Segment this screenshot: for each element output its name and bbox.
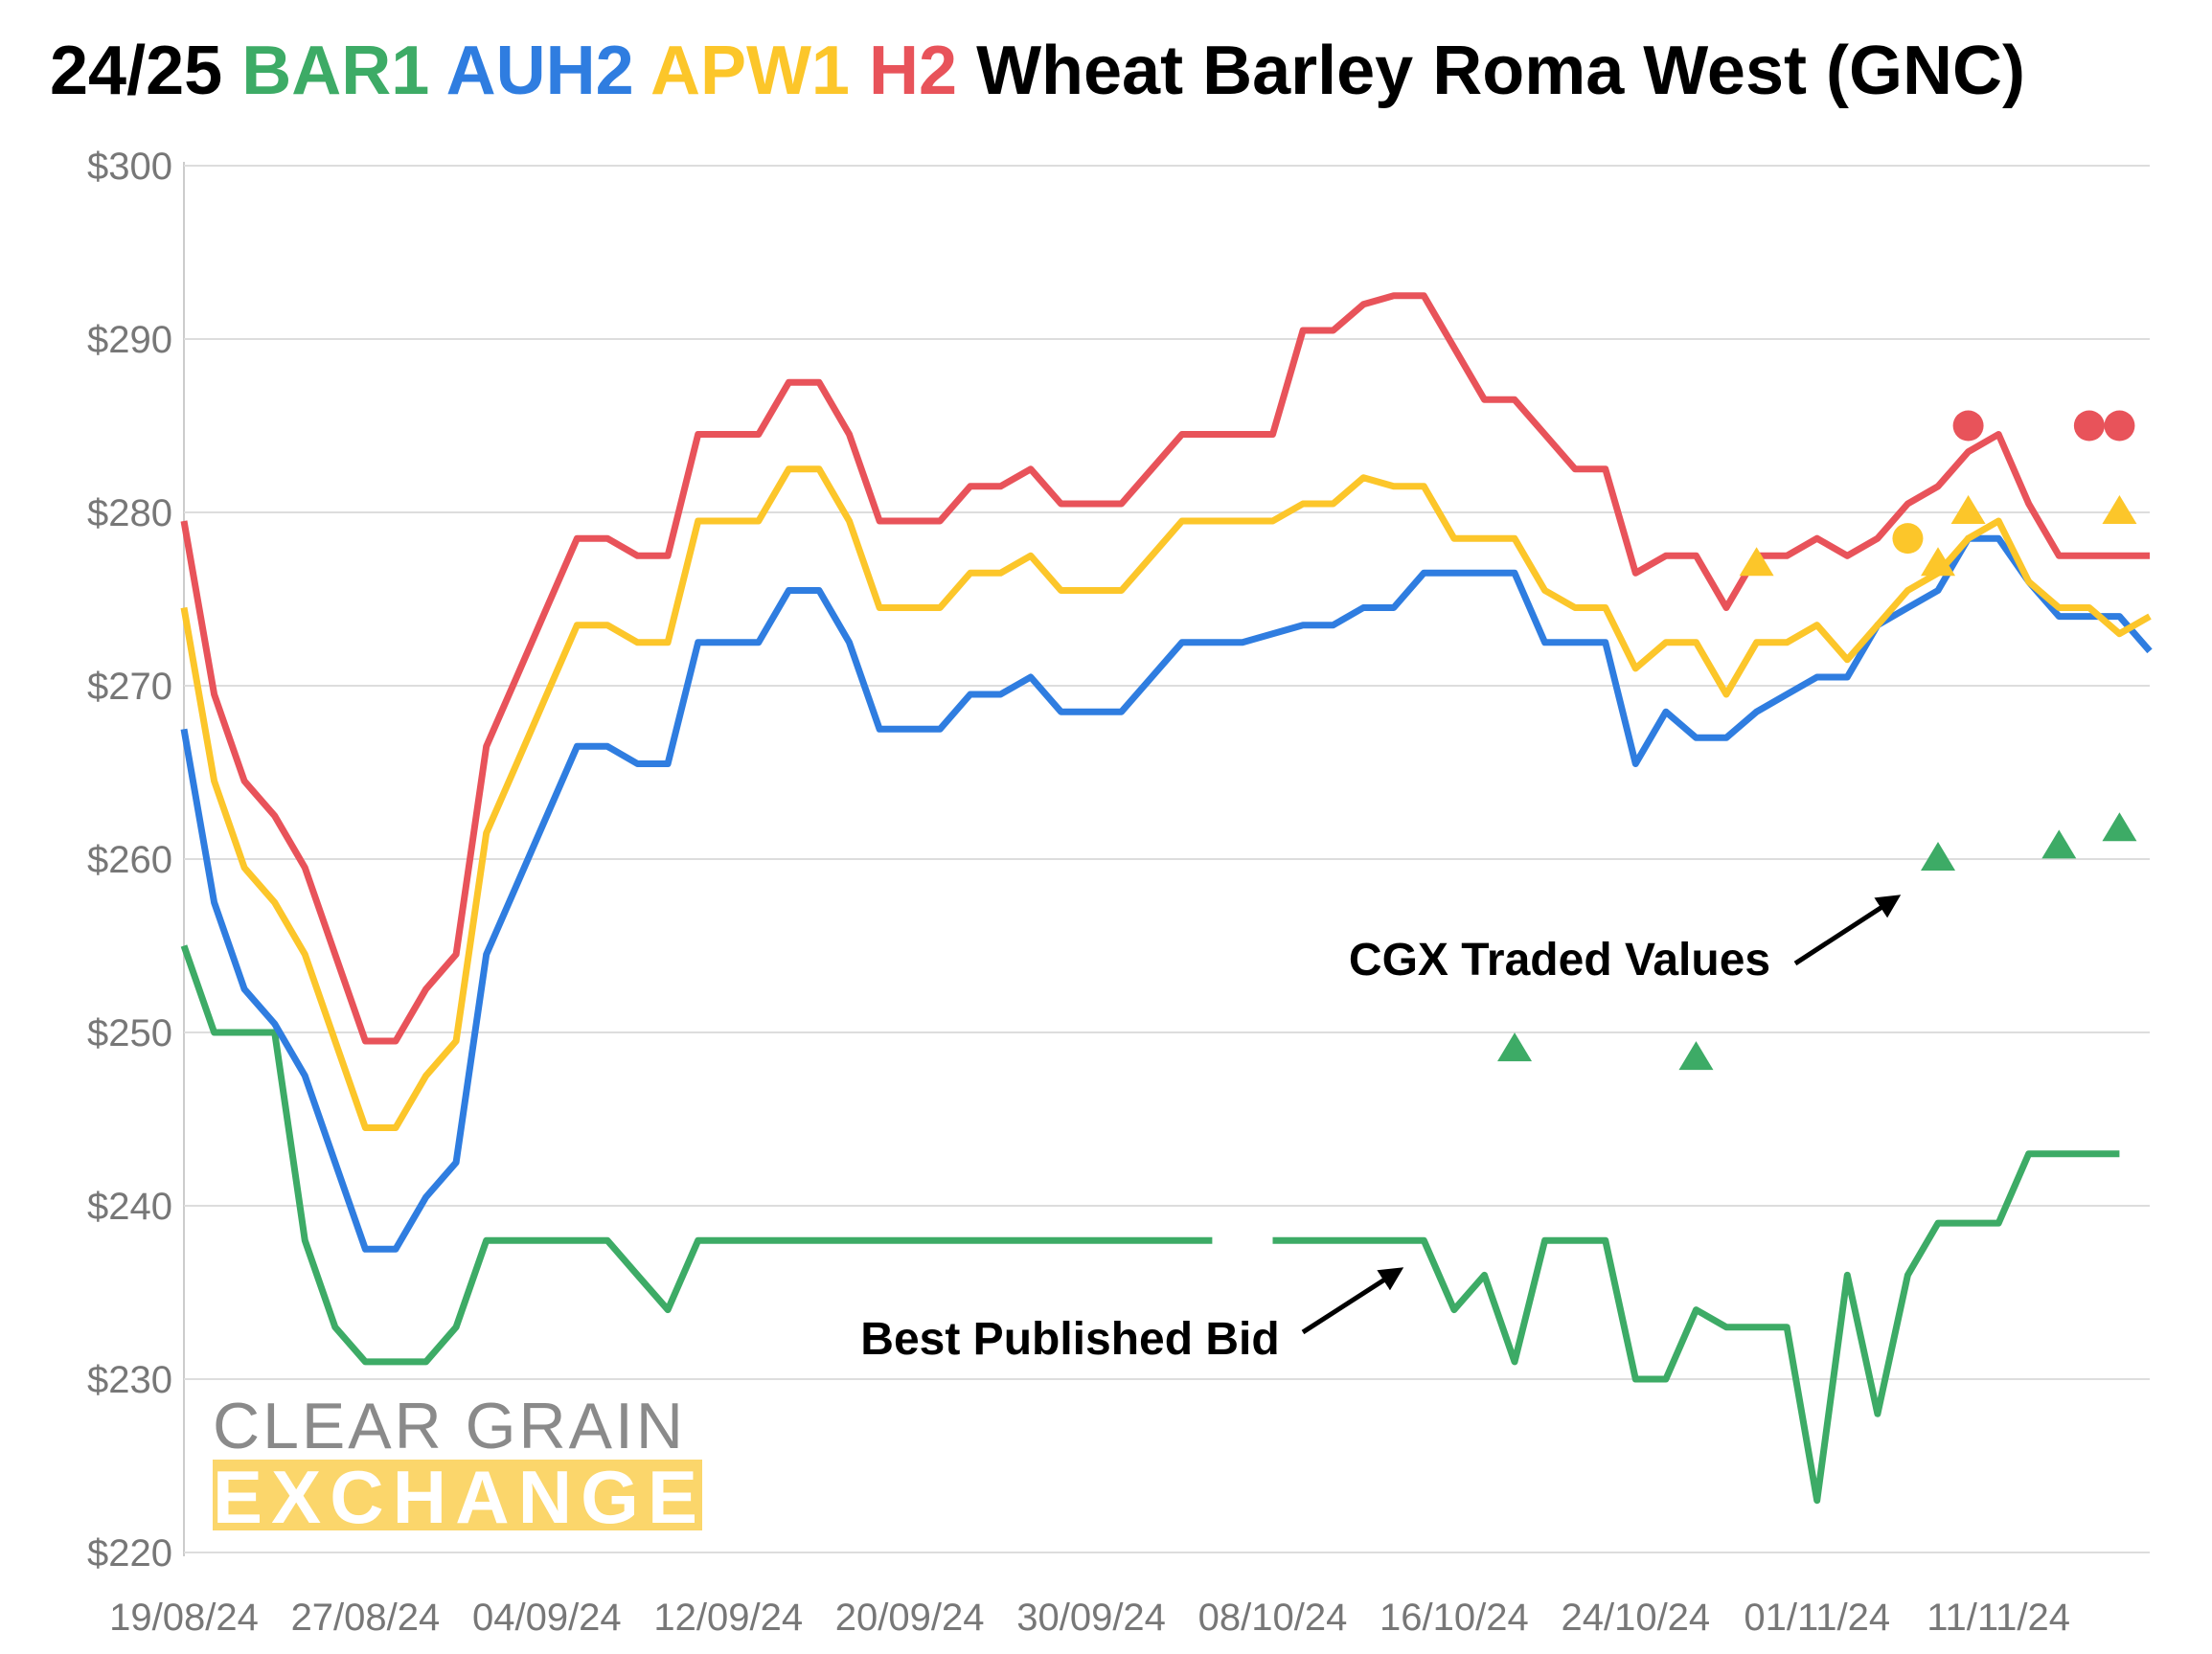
y-tick-label: $290 — [87, 319, 172, 361]
x-tick-label: 11/11/24 — [1927, 1597, 2070, 1639]
title-prefix: 24/25 — [50, 33, 222, 109]
x-tick-label: 27/08/24 — [291, 1597, 441, 1639]
traded-triangle — [2102, 495, 2137, 524]
x-tick-label: 19/08/24 — [109, 1597, 259, 1639]
annotation: Best Published Bid — [860, 1314, 1279, 1365]
logo-text: EXCHANGE — [213, 1455, 699, 1539]
annotation-arrow — [1793, 895, 1902, 966]
traded-circle — [1892, 523, 1924, 555]
y-tick-label: $250 — [87, 1012, 172, 1054]
traded-triangle — [1921, 547, 1956, 577]
series-line — [180, 465, 2152, 1131]
traded-triangle — [1678, 1041, 1714, 1071]
x-tick-label: 20/09/24 — [835, 1597, 985, 1639]
annotation: CGX Traded Values — [1349, 935, 1770, 986]
series-line — [180, 944, 2120, 1505]
y-tick-label: $270 — [87, 666, 172, 708]
traded-triangle — [1497, 1032, 1533, 1062]
logo-text: CLEAR GRAIN — [213, 1390, 686, 1462]
x-tick-label: 01/11/24 — [1744, 1597, 1890, 1639]
x-tick-label: 24/10/24 — [1561, 1597, 1710, 1639]
x-tick-label: 04/09/24 — [472, 1597, 622, 1639]
y-tick-label: $300 — [87, 146, 172, 188]
series-line — [180, 534, 2153, 1253]
title-series: AUH2 — [446, 33, 634, 109]
title-series: H2 — [869, 33, 957, 109]
x-tick-label: 12/09/24 — [653, 1597, 803, 1639]
title-series: BAR1 — [241, 33, 429, 109]
chart-title: 24/25 BAR1 AUH2 APW1 H2 Wheat Barley Rom… — [50, 33, 2025, 109]
traded-triangle — [1739, 547, 1774, 577]
logo-band — [213, 1460, 702, 1530]
y-tick-label: $230 — [87, 1359, 172, 1401]
y-tick-label: $260 — [87, 839, 172, 881]
traded-circle — [1952, 410, 1984, 442]
y-tick-label: $240 — [87, 1186, 172, 1228]
annotation-arrow — [1301, 1267, 1404, 1335]
title-series: APW1 — [650, 33, 850, 109]
x-tick-label: 30/09/24 — [1016, 1597, 1166, 1639]
title-suffix: Wheat Barley Roma West (GNC) — [976, 33, 2025, 109]
x-tick-label: 08/10/24 — [1198, 1597, 1348, 1639]
traded-circle — [2104, 410, 2135, 442]
traded-triangle — [1921, 842, 1956, 871]
traded-circle — [2073, 410, 2105, 442]
traded-triangle — [2041, 829, 2077, 859]
traded-triangle — [2102, 812, 2137, 842]
y-tick-label: $220 — [87, 1532, 172, 1575]
x-tick-label: 16/10/24 — [1380, 1597, 1529, 1639]
traded-triangle — [1950, 495, 1986, 524]
y-tick-label: $280 — [87, 492, 172, 534]
series-line — [180, 292, 2150, 1045]
